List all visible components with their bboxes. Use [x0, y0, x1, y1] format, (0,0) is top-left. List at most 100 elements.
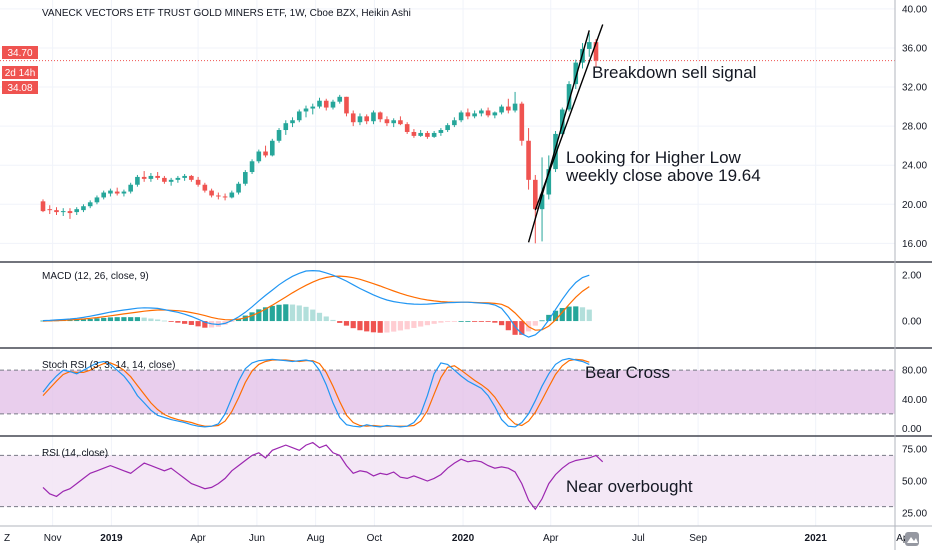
time-tick-label: Jun	[249, 533, 265, 544]
last-price-badge-left	[2, 46, 38, 59]
channel-trendline[interactable]	[527, 30, 590, 243]
candle-body	[445, 125, 450, 131]
candle-body	[67, 211, 73, 214]
time-tick-label: Apr	[543, 533, 559, 544]
candle-body	[296, 111, 302, 121]
time-tick-label: Jul	[632, 533, 645, 544]
macd-histogram-bar	[519, 321, 525, 335]
tradingview-logo-icon	[905, 532, 919, 546]
time-tick-label: Nov	[44, 533, 62, 544]
macd-histogram-bar	[566, 306, 572, 322]
candle-body	[337, 96, 343, 102]
macd-histogram-bar	[505, 321, 511, 331]
time-tick-label: 2020	[452, 533, 475, 544]
macd-histogram-bar	[465, 321, 471, 322]
macd-histogram-bar	[472, 321, 478, 322]
candle-body	[168, 179, 174, 182]
candle-body	[283, 123, 289, 131]
stoch-k-line	[42, 357, 590, 428]
rising-channel[interactable]	[527, 24, 604, 243]
stoch-rsi-pane[interactable]	[0, 357, 895, 428]
price-axis[interactable]: 16.00 20.00 24.00 28.00 32.00 36.00 40.00	[902, 4, 927, 249]
macd-line	[42, 269, 590, 338]
macd-histogram-bar	[134, 317, 141, 322]
open-price-badge	[2, 81, 38, 94]
candle-body	[155, 175, 160, 178]
candle-body	[377, 112, 383, 120]
macd-histogram-bar	[182, 321, 188, 324]
time-axis[interactable]: Nov 2019 Apr Jun Aug Oct 2020 Apr Jul Sep 2021 Ap	[44, 533, 909, 544]
annotation-higher-low-2[interactable]: weekly close above 19.64	[565, 166, 761, 185]
price-tick-label: 40.00	[902, 4, 927, 15]
macd-pane[interactable]	[40, 269, 592, 338]
candle-body	[431, 132, 437, 137]
candle-body	[317, 100, 322, 107]
candle-body	[344, 96, 349, 114]
candle-body	[54, 210, 59, 213]
candle-body	[566, 84, 572, 110]
candle-body	[458, 112, 464, 121]
macd-histogram-bar	[384, 321, 390, 333]
candle-body	[586, 42, 592, 49]
macd-histogram-bar	[377, 321, 383, 333]
macd-histogram-bar	[310, 309, 316, 322]
time-tick-label: Aug	[307, 533, 325, 544]
price-pane[interactable]	[0, 24, 895, 244]
macd-histogram-bar	[330, 319, 336, 322]
channel-trendline[interactable]	[534, 24, 604, 211]
price-tick-label: 24.00	[902, 161, 927, 172]
candle-body	[135, 176, 140, 185]
annotation-overbought[interactable]: Near overbought	[566, 477, 693, 496]
candle-body	[465, 112, 471, 117]
annotation-breakdown[interactable]: Breakdown sell signal	[592, 63, 756, 82]
candle-body	[81, 206, 86, 211]
macd-histogram-bar	[161, 320, 167, 322]
macd-histogram-bar	[546, 314, 552, 322]
candle-body	[485, 110, 491, 116]
annotation-bear-cross[interactable]: Bear Cross	[585, 363, 670, 382]
candle-body	[506, 106, 511, 111]
macd-histogram-bar	[87, 318, 93, 322]
candle-body	[330, 101, 336, 108]
time-zone-button[interactable]: Z	[4, 533, 10, 544]
macd-histogram-bar	[316, 312, 323, 322]
candle-body	[87, 202, 93, 207]
macd-histogram-bar	[438, 321, 444, 323]
macd-histogram-bar	[451, 321, 457, 322]
candle-body	[243, 172, 248, 184]
macd-histogram-bar	[485, 321, 491, 322]
stoch-tick-label: 40.00	[902, 395, 927, 406]
candle-body	[472, 113, 477, 117]
candle-body	[209, 190, 214, 196]
macd-histogram	[40, 304, 592, 335]
macd-histogram-bar	[492, 321, 498, 323]
macd-histogram-bar	[418, 321, 424, 327]
macd-histogram-bar	[262, 307, 269, 322]
candle-body	[189, 175, 194, 180]
macd-histogram-bar	[114, 317, 120, 322]
candle-body	[418, 132, 423, 136]
stoch-axis[interactable]: 80.00 40.00 0.00	[902, 366, 927, 435]
macd-histogram-bar	[357, 321, 363, 331]
macd-histogram-bar	[552, 310, 559, 322]
rsi-axis[interactable]: 75.00 50.00 25.00	[902, 444, 927, 519]
macd-histogram-bar	[289, 304, 296, 322]
candle-body	[303, 108, 309, 112]
macd-histogram-bar	[155, 319, 161, 322]
candle-body	[121, 191, 127, 194]
macd-histogram-bar	[269, 305, 275, 322]
candle-body	[425, 132, 430, 137]
macd-axis[interactable]: 2.00 0.00	[902, 271, 922, 328]
macd-title: MACD (12, 26, close, 9)	[42, 271, 149, 282]
macd-histogram-bar	[94, 318, 100, 322]
rsi-pane[interactable]	[0, 441, 895, 511]
stoch-band-fill	[0, 370, 895, 414]
macd-histogram-bar	[303, 306, 309, 322]
macd-histogram-bar	[128, 317, 134, 322]
annotation-higher-low-1[interactable]: Looking for Higher Low	[566, 148, 742, 167]
macd-histogram-bar	[391, 321, 397, 332]
candle-body	[47, 209, 53, 211]
macd-histogram-bar	[276, 304, 282, 322]
candle-body	[492, 112, 498, 116]
